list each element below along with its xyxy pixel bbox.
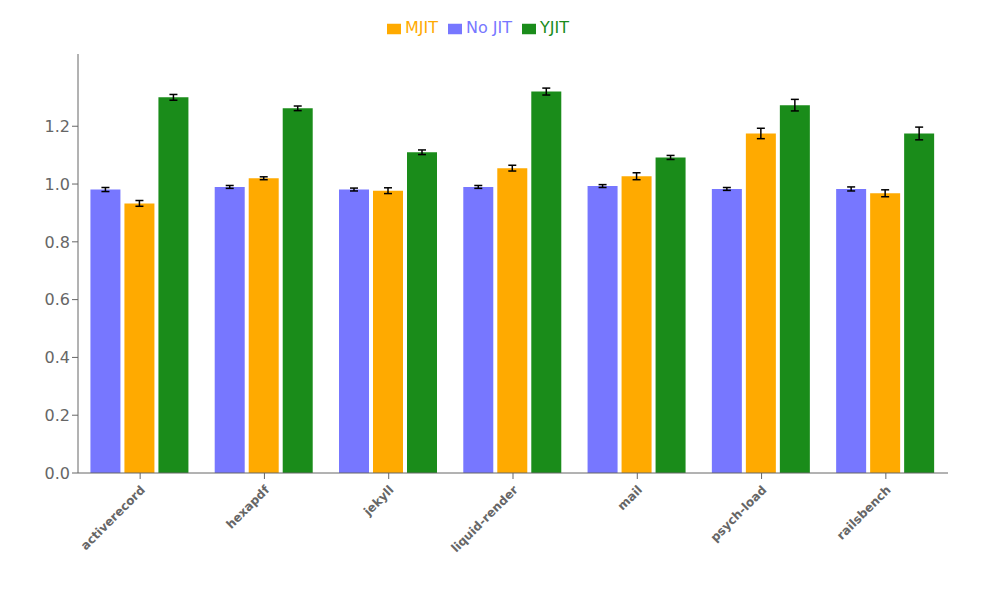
html-text:MJIT: MJIT	[405, 18, 438, 37]
svg-text:jekyll: jekyll	[360, 483, 396, 519]
svg-text:1.0: 1.0	[45, 175, 70, 194]
svg-text:0.0: 0.0	[45, 464, 70, 483]
svg-text:liquid-render: liquid-render	[448, 483, 520, 555]
svg-text:railsbench: railsbench	[834, 483, 894, 543]
svg-text:0.6: 0.6	[45, 290, 70, 309]
svg-text:1.2: 1.2	[45, 117, 70, 136]
html-text:YJIT: YJIT	[540, 18, 569, 37]
svg-text:mail: mail	[615, 483, 645, 513]
svg-text:psych-load: psych-load	[708, 483, 770, 545]
svg-text:0.2: 0.2	[45, 406, 70, 425]
svg-text:hexapdf: hexapdf	[223, 482, 272, 531]
svg-text:0.4: 0.4	[45, 348, 70, 367]
svg-text:activerecord: activerecord	[78, 483, 148, 553]
svg-text:0.8: 0.8	[45, 233, 70, 252]
html-text:No JIT: No JIT	[466, 18, 512, 37]
